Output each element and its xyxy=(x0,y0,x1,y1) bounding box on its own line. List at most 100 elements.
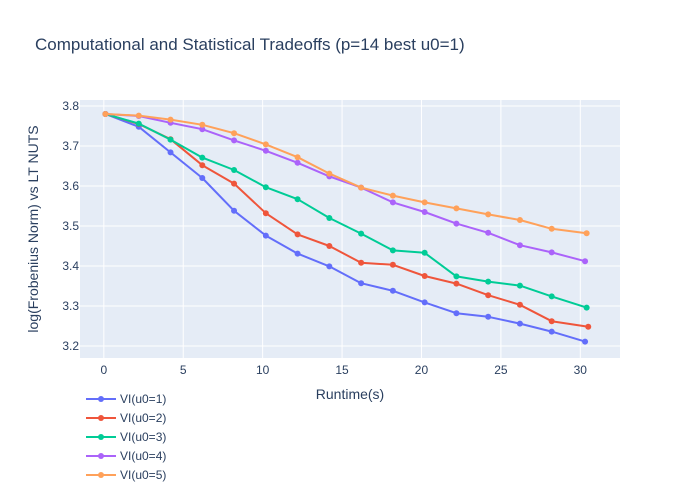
chart-title: Computational and Statistical Tradeoffs … xyxy=(35,35,465,54)
series-line xyxy=(105,113,589,328)
x-tick-label: 0 xyxy=(100,363,107,377)
data-point xyxy=(294,154,301,161)
data-point xyxy=(516,242,523,249)
data-point xyxy=(516,282,523,289)
data-point xyxy=(262,141,269,148)
legend-item[interactable]: VI(u0=2) xyxy=(86,411,166,425)
x-tick-label: 25 xyxy=(494,363,508,377)
data-point xyxy=(167,149,174,156)
data-point xyxy=(453,280,460,287)
data-point xyxy=(294,159,301,166)
data-point xyxy=(199,162,206,169)
data-point xyxy=(326,263,333,270)
series-line xyxy=(105,113,586,263)
data-point xyxy=(199,175,206,181)
data-point xyxy=(231,180,238,187)
data-point xyxy=(516,320,523,327)
data-point xyxy=(389,199,396,206)
data-point xyxy=(582,338,589,345)
data-point xyxy=(294,231,301,238)
y-axis-title: log(Frobenius Norm) vs LT NUTS xyxy=(25,125,41,332)
y-tick-label: 3.3 xyxy=(62,299,79,313)
series-line xyxy=(105,113,587,309)
data-point xyxy=(453,310,460,317)
data-point xyxy=(167,116,174,123)
legend-item[interactable]: VI(u0=3) xyxy=(86,430,166,444)
y-tick-label: 3.5 xyxy=(62,219,79,233)
data-point xyxy=(583,230,590,237)
x-tick-label: 15 xyxy=(335,363,349,377)
y-axis-ticks: 3.2 3.3 3.4 3.5 3.6 3.7 3.8 xyxy=(62,99,79,353)
data-point xyxy=(231,137,238,144)
data-point xyxy=(582,258,589,265)
data-point xyxy=(262,184,269,191)
data-point xyxy=(358,230,365,237)
data-point xyxy=(231,130,238,137)
legend-marker-icon xyxy=(98,396,104,402)
legend-label: VI(u0=5) xyxy=(120,468,166,482)
legend-marker-icon xyxy=(98,415,104,421)
legend-label: VI(u0=4) xyxy=(120,449,166,463)
data-point xyxy=(485,292,492,299)
x-tick-label: 10 xyxy=(256,363,270,377)
data-point xyxy=(294,250,301,257)
legend-label: VI(u0=3) xyxy=(120,430,166,444)
data-point xyxy=(135,112,142,119)
data-point xyxy=(167,136,174,143)
series-line xyxy=(105,113,586,343)
data-point xyxy=(389,287,396,294)
data-point xyxy=(453,205,460,212)
data-point xyxy=(231,207,238,214)
series-line xyxy=(105,113,587,235)
y-tick-label: 3.2 xyxy=(62,339,79,353)
data-point xyxy=(548,318,555,325)
data-point xyxy=(231,167,238,173)
x-axis-title: Runtime(s) xyxy=(316,386,384,402)
legend-item[interactable]: VI(u0=1) xyxy=(86,392,166,406)
data-point xyxy=(516,301,523,308)
legend-label: VI(u0=1) xyxy=(120,392,166,406)
y-tick-label: 3.8 xyxy=(62,99,79,113)
x-tick-label: 5 xyxy=(180,363,187,377)
data-point xyxy=(485,313,492,320)
data-point xyxy=(548,293,555,300)
data-point xyxy=(358,184,365,191)
data-point xyxy=(358,280,365,287)
data-point xyxy=(102,111,109,117)
data-point xyxy=(389,247,396,254)
y-tick-label: 3.7 xyxy=(62,139,79,153)
data-point xyxy=(548,249,555,256)
x-tick-label: 30 xyxy=(574,363,588,377)
data-point xyxy=(421,209,428,215)
data-point xyxy=(326,243,333,249)
data-point xyxy=(326,215,333,221)
legend-label: VI(u0=2) xyxy=(120,411,166,425)
data-point xyxy=(485,278,492,285)
data-point xyxy=(583,304,590,311)
legend-item[interactable]: VI(u0=4) xyxy=(86,449,166,463)
data-point xyxy=(389,261,396,268)
y-tick-label: 3.6 xyxy=(62,179,79,193)
data-point xyxy=(421,299,428,306)
data-point xyxy=(358,259,365,266)
data-point xyxy=(453,273,460,280)
data-point xyxy=(262,147,269,154)
data-point xyxy=(294,196,301,203)
data-point xyxy=(262,210,269,217)
data-point xyxy=(135,120,142,127)
data-point xyxy=(548,328,555,335)
data-point xyxy=(199,126,206,133)
legend-marker-icon xyxy=(98,434,104,440)
legend-marker-icon xyxy=(98,472,104,478)
x-tick-label: 20 xyxy=(415,363,429,377)
legend-item[interactable]: VI(u0=5) xyxy=(86,468,166,482)
legend[interactable]: VI(u0=1) VI(u0=2) VI(u0=3) VI(u0=4) VI(u0=5) xyxy=(86,392,166,482)
series-5 xyxy=(102,111,590,237)
data-point xyxy=(262,232,269,239)
data-point xyxy=(326,170,333,177)
series-group xyxy=(102,111,592,345)
data-point xyxy=(421,199,428,206)
data-point xyxy=(585,323,592,330)
y-tick-label: 3.4 xyxy=(62,259,79,273)
data-point xyxy=(389,192,396,199)
